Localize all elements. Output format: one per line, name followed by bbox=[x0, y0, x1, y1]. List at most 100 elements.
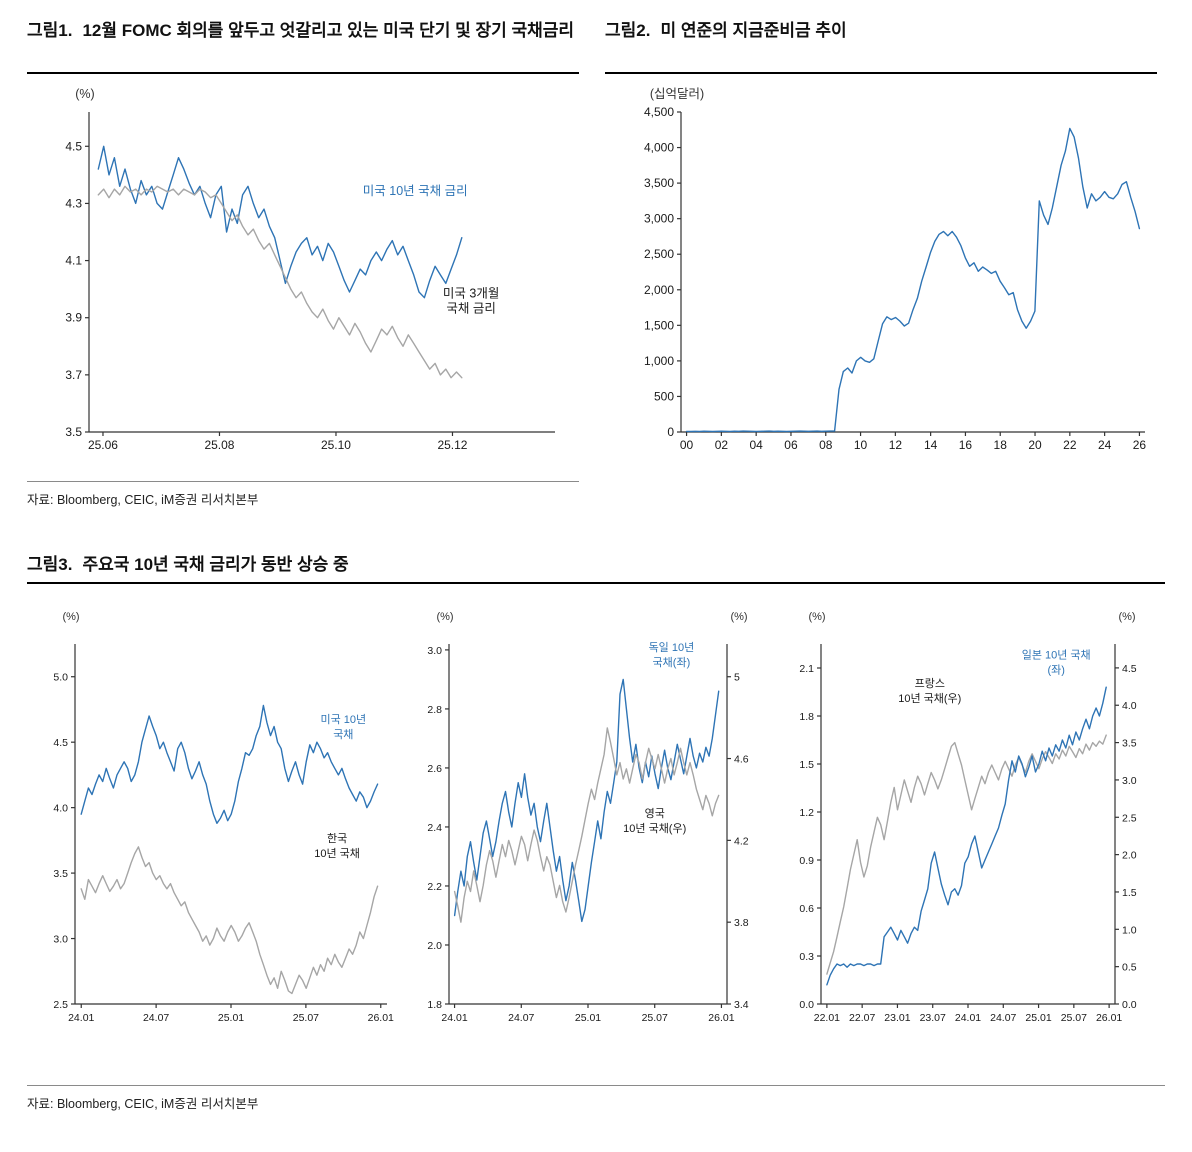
svg-text:16: 16 bbox=[959, 438, 973, 452]
svg-text:2,000: 2,000 bbox=[644, 283, 674, 297]
figure2-title: 미 연준의 지금준비금 추이 bbox=[660, 21, 847, 40]
svg-text:1.8: 1.8 bbox=[427, 999, 442, 1011]
svg-text:2.5: 2.5 bbox=[53, 999, 68, 1011]
svg-text:2.4: 2.4 bbox=[427, 822, 442, 834]
svg-text:3.5: 3.5 bbox=[65, 425, 82, 439]
svg-text:24.01: 24.01 bbox=[955, 1012, 981, 1024]
us-korea-10y-svg: 5.0 4.5 4.0 3.5 3.0 2.524.01 24.07 25.01 25.07 26… bbox=[53, 611, 394, 1024]
svg-text:08: 08 bbox=[819, 438, 833, 452]
figure2-header: 그림2. 미 연준의 지금준비금 추이 bbox=[605, 20, 1157, 74]
svg-text:3.7: 3.7 bbox=[65, 368, 82, 382]
svg-text:4.5: 4.5 bbox=[65, 139, 82, 153]
svg-text:00: 00 bbox=[680, 438, 694, 452]
svg-text:1,000: 1,000 bbox=[644, 354, 674, 368]
figure3-source: 자료: Bloomberg, CEIC, iM증권 리서치본부 bbox=[27, 1085, 1165, 1112]
svg-text:4.5: 4.5 bbox=[1122, 663, 1137, 675]
svg-text:(%): (%) bbox=[808, 611, 825, 623]
svg-text:10: 10 bbox=[854, 438, 868, 452]
svg-text:23.01: 23.01 bbox=[884, 1012, 910, 1024]
svg-text:24.07: 24.07 bbox=[508, 1012, 534, 1024]
figure1-title: 12월 FOMC 회의를 앞두고 엇갈리고 있는 미국 단기 및 장기 국채금리 bbox=[82, 21, 575, 40]
svg-text:25.07: 25.07 bbox=[293, 1012, 319, 1024]
figure3-title: 주요국 10년 국채 금리가 동반 상승 중 bbox=[82, 555, 349, 574]
svg-text:25.01: 25.01 bbox=[218, 1012, 244, 1024]
svg-text:26.01: 26.01 bbox=[1096, 1012, 1122, 1024]
svg-text:25.12: 25.12 bbox=[437, 438, 467, 452]
svg-text:1,500: 1,500 bbox=[644, 318, 674, 332]
figure2-chart: 4,500 4,000 3,500 3,000 2,500 2,000 1,500 1,000… bbox=[605, 82, 1157, 477]
figure1-chart: 4.5 4.3 4.1 3.9 3.7 3.5 25.06 25.08 25.10 25.12 (%… bbox=[27, 82, 579, 477]
svg-text:22: 22 bbox=[1063, 438, 1077, 452]
svg-text:25.08: 25.08 bbox=[204, 438, 234, 452]
svg-text:26.01: 26.01 bbox=[708, 1012, 734, 1024]
svg-text:12: 12 bbox=[889, 438, 903, 452]
series-line-0 bbox=[453, 678, 720, 923]
svg-text:(%): (%) bbox=[1118, 611, 1135, 623]
figure1-source: 자료: Bloomberg, CEIC, iM증권 리서치본부 bbox=[27, 481, 579, 508]
figure3-header: 그림3. 주요국 10년 국채 금리가 동반 상승 중 bbox=[27, 554, 1165, 584]
figure1-label: 그림1. bbox=[27, 21, 73, 40]
svg-text:2.6: 2.6 bbox=[427, 763, 442, 775]
svg-text:3.5: 3.5 bbox=[1122, 738, 1137, 750]
figure3-chart-germany-uk: 3.0 2.8 2.6 2.4 2.2 2.0 1.8 5 4.6 4.2 3.8 3.4 24.01 2… bbox=[407, 604, 773, 1055]
svg-text:02: 02 bbox=[715, 438, 729, 452]
svg-text:0.5: 0.5 bbox=[1122, 962, 1137, 974]
svg-text:500: 500 bbox=[654, 389, 674, 403]
svg-text:25.06: 25.06 bbox=[88, 438, 118, 452]
svg-text:3.0: 3.0 bbox=[53, 934, 68, 946]
series-label-1: 영국 10년 국채(우) bbox=[623, 807, 686, 835]
svg-text:3.8: 3.8 bbox=[734, 917, 749, 929]
series-label-1: 일본 10년 국채 (좌) bbox=[1022, 647, 1091, 676]
series-line-0 bbox=[97, 145, 463, 299]
svg-text:1.8: 1.8 bbox=[799, 711, 814, 723]
svg-text:24.07: 24.07 bbox=[990, 1012, 1016, 1024]
svg-text:1.5: 1.5 bbox=[799, 759, 814, 771]
svg-text:24.07: 24.07 bbox=[143, 1012, 169, 1024]
svg-text:25.01: 25.01 bbox=[575, 1012, 601, 1024]
svg-text:2.5: 2.5 bbox=[1122, 812, 1137, 824]
svg-text:3,000: 3,000 bbox=[644, 212, 674, 226]
svg-text:4.0: 4.0 bbox=[1122, 700, 1137, 712]
svg-text:4.5: 4.5 bbox=[53, 737, 68, 749]
svg-text:(%): (%) bbox=[730, 611, 747, 623]
svg-text:2.1: 2.1 bbox=[799, 663, 814, 675]
svg-text:04: 04 bbox=[749, 438, 763, 452]
svg-text:0: 0 bbox=[667, 425, 674, 439]
svg-text:24.01: 24.01 bbox=[68, 1012, 94, 1024]
series-line-1 bbox=[826, 686, 1107, 986]
svg-text:4.6: 4.6 bbox=[734, 754, 749, 766]
svg-text:3,500: 3,500 bbox=[644, 176, 674, 190]
svg-text:4,500: 4,500 bbox=[644, 105, 674, 119]
figure3: 그림3. 주요국 10년 국채 금리가 동반 상승 중 5.0 4.5 4.0 3.5… bbox=[27, 554, 1165, 1112]
figure1: 그림1. 12월 FOMC 회의를 앞두고 엇갈리고 있는 미국 단기 및 장기… bbox=[27, 20, 579, 508]
svg-text:(%): (%) bbox=[436, 611, 453, 623]
series-label-1: 미국 3개월 국채 금리 bbox=[443, 287, 499, 316]
svg-text:3.5: 3.5 bbox=[53, 868, 68, 880]
svg-text:23.07: 23.07 bbox=[920, 1012, 946, 1024]
series-label-0: 프랑스 10년 국채(우) bbox=[898, 677, 961, 705]
svg-text:25.07: 25.07 bbox=[1061, 1012, 1087, 1024]
svg-text:0.9: 0.9 bbox=[799, 855, 814, 867]
svg-text:1.0: 1.0 bbox=[1122, 924, 1137, 936]
svg-text:25.01: 25.01 bbox=[1025, 1012, 1051, 1024]
svg-text:3.4: 3.4 bbox=[734, 999, 749, 1011]
figure3-label: 그림3. bbox=[27, 555, 73, 574]
svg-text:2.8: 2.8 bbox=[427, 704, 442, 716]
svg-text:5: 5 bbox=[734, 672, 740, 684]
svg-text:0.3: 0.3 bbox=[799, 951, 814, 963]
svg-text:4,000: 4,000 bbox=[644, 141, 674, 155]
svg-text:5.0: 5.0 bbox=[53, 672, 68, 684]
svg-text:(%): (%) bbox=[75, 87, 94, 101]
figure3-charts-row: 5.0 4.5 4.0 3.5 3.0 2.5 24.01 24.07 25.01 25.07 26… bbox=[27, 596, 1165, 1055]
svg-text:4.0: 4.0 bbox=[53, 803, 68, 815]
figure3-chart-us-korea: 5.0 4.5 4.0 3.5 3.0 2.5 24.01 24.07 25.01 25.07 26… bbox=[27, 604, 399, 1055]
svg-text:0.0: 0.0 bbox=[1122, 999, 1137, 1011]
svg-text:0.0: 0.0 bbox=[799, 999, 814, 1011]
svg-text:3.0: 3.0 bbox=[427, 645, 442, 657]
svg-text:26: 26 bbox=[1133, 438, 1147, 452]
figure2-label: 그림2. bbox=[605, 21, 651, 40]
top-figures-row: 그림1. 12월 FOMC 회의를 앞두고 엇갈리고 있는 미국 단기 및 장기… bbox=[27, 20, 1165, 508]
svg-text:2.2: 2.2 bbox=[427, 881, 442, 893]
series-line-1 bbox=[453, 727, 720, 923]
